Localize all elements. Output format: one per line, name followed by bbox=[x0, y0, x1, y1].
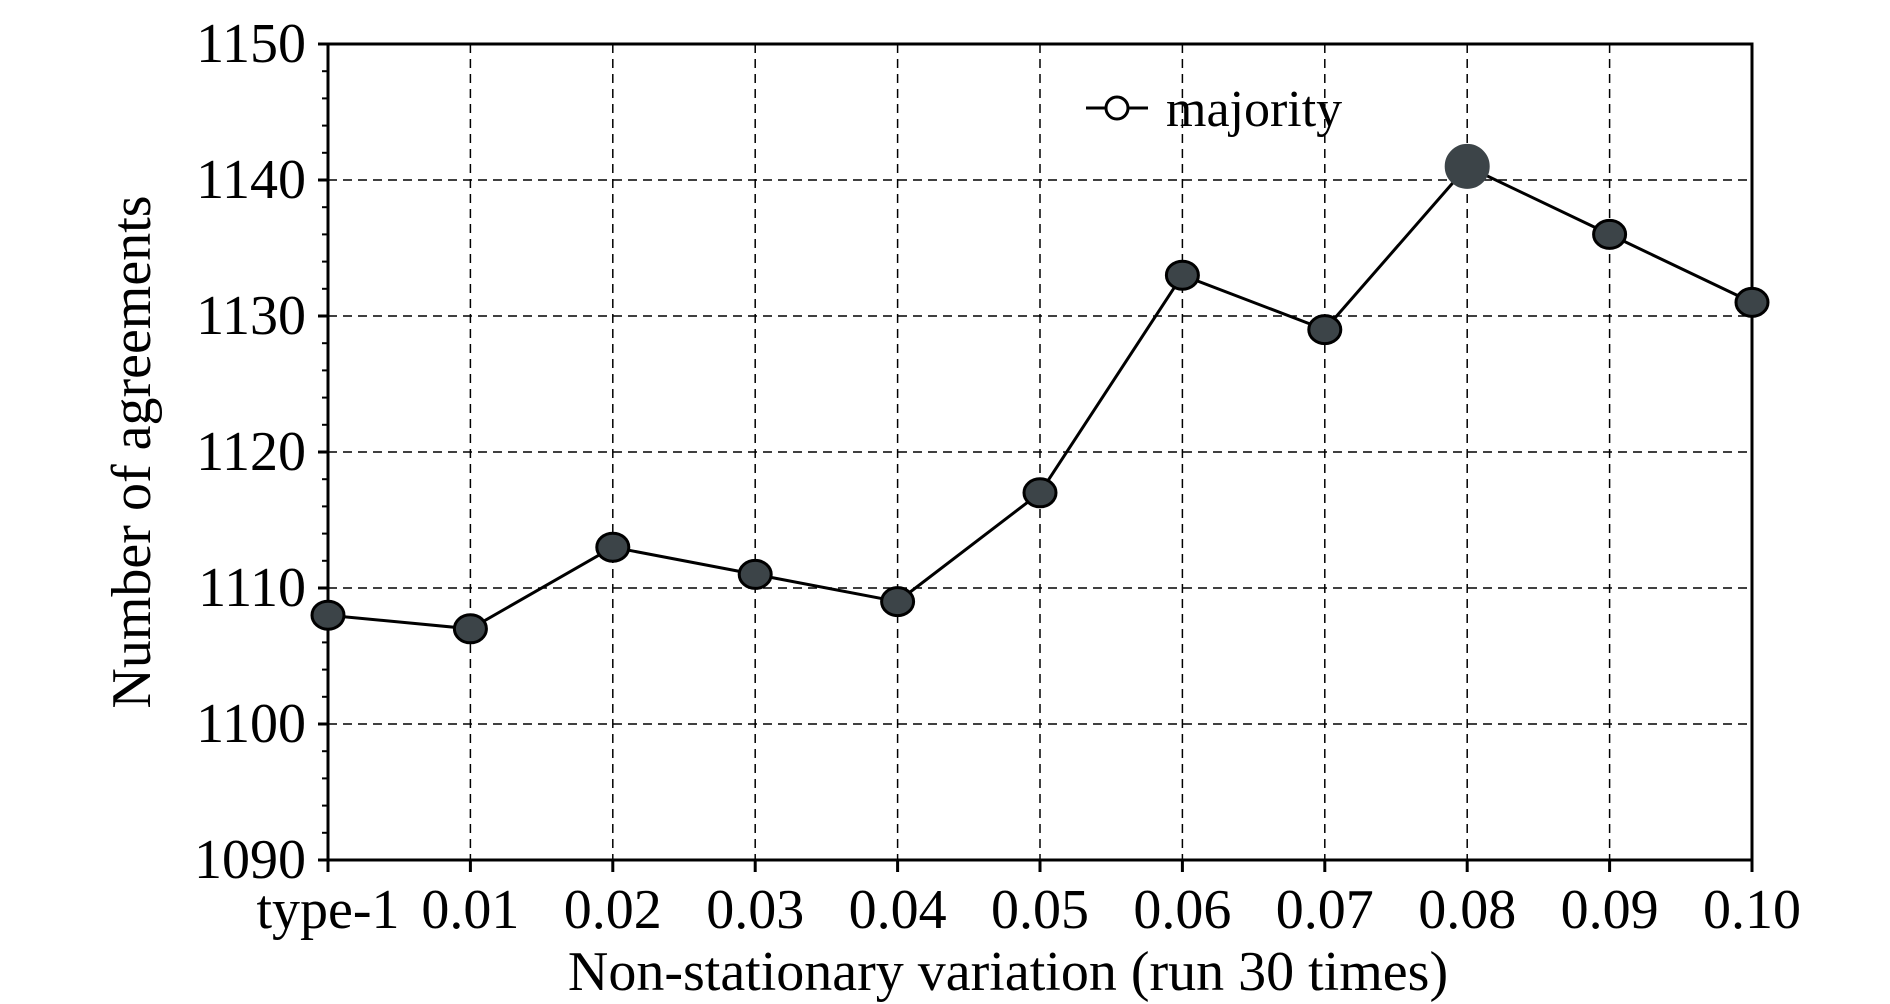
y-tick-label: 1130 bbox=[196, 285, 306, 347]
x-tick-label: 0.09 bbox=[1561, 879, 1659, 941]
series-majority bbox=[310, 143, 1770, 645]
data-point bbox=[595, 531, 631, 563]
data-point bbox=[1164, 259, 1200, 291]
y-axis-title: Number of agreements bbox=[101, 195, 163, 708]
y-tick-label: 1100 bbox=[196, 693, 306, 755]
x-tick-label: type-1 bbox=[256, 879, 399, 941]
y-tick-label: 1140 bbox=[196, 149, 306, 211]
y-axis-ticks: 1090 1100 1110 1120 1130 1140 1150 bbox=[194, 13, 328, 891]
x-axis-ticks: type-1 0.01 0.02 0.03 0.04 0.05 0.06 0.07 0.08 0.… bbox=[256, 860, 1801, 941]
data-point bbox=[452, 613, 488, 645]
data-point bbox=[880, 586, 916, 618]
x-tick-label: 0.08 bbox=[1418, 879, 1516, 941]
x-tick-label: 0.04 bbox=[849, 879, 947, 941]
x-tick-label: 0.06 bbox=[1133, 879, 1231, 941]
legend: majority bbox=[1086, 81, 1342, 138]
y-tick-label: 1110 bbox=[198, 557, 306, 619]
x-tick-label: 0.05 bbox=[991, 879, 1089, 941]
data-point bbox=[1592, 218, 1628, 250]
x-axis-title: Non-stationary variation (run 30 times) bbox=[568, 941, 1448, 1003]
x-tick-label: 0.02 bbox=[564, 879, 662, 941]
data-point bbox=[1444, 143, 1490, 189]
y-tick-label: 1150 bbox=[196, 13, 306, 75]
legend-label-majority: majority bbox=[1166, 81, 1342, 138]
y-tick-label: 1120 bbox=[196, 421, 306, 483]
data-point bbox=[1734, 286, 1770, 318]
y-tick-label: 1090 bbox=[194, 829, 306, 891]
data-point bbox=[1022, 477, 1058, 509]
x-tick-label: 0.03 bbox=[706, 879, 804, 941]
data-point bbox=[737, 558, 773, 590]
data-point bbox=[1307, 314, 1343, 346]
x-tick-label: 0.07 bbox=[1276, 879, 1374, 941]
data-point bbox=[310, 599, 346, 631]
x-tick-label: 0.01 bbox=[421, 879, 519, 941]
x-tick-label: 0.10 bbox=[1703, 879, 1801, 941]
legend-marker-sample bbox=[1104, 95, 1130, 121]
grid-lines bbox=[328, 44, 1752, 860]
